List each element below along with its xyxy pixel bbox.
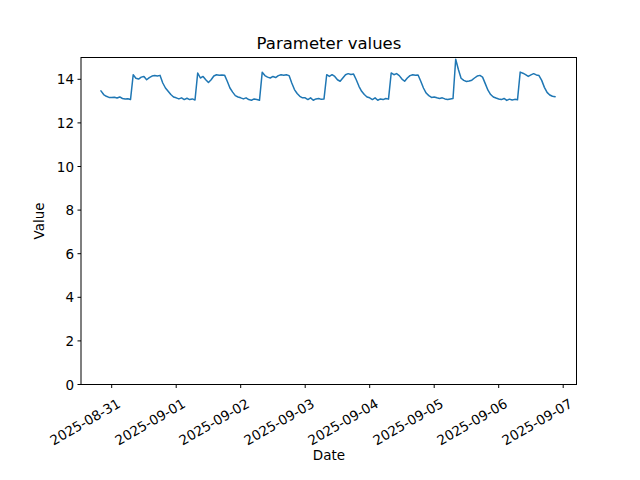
y-tick-label-4: 4 [34,289,74,305]
y-tick-label-12: 12 [34,115,74,131]
y-tick-label-2: 2 [34,333,74,349]
x-axis-label: Date [81,447,577,463]
y-tick-label-10: 10 [34,159,74,175]
axes-spines [81,58,577,385]
y-tick-label-14: 14 [34,71,74,87]
y-tick-label-6: 6 [34,246,74,262]
matplotlib-figure: Parameter values Date Value 02468101214 … [0,0,640,480]
data-line-parameter-values [101,59,555,100]
y-tick-label-0: 0 [34,377,74,393]
chart-title: Parameter values [81,34,577,53]
y-tick-label-8: 8 [34,202,74,218]
